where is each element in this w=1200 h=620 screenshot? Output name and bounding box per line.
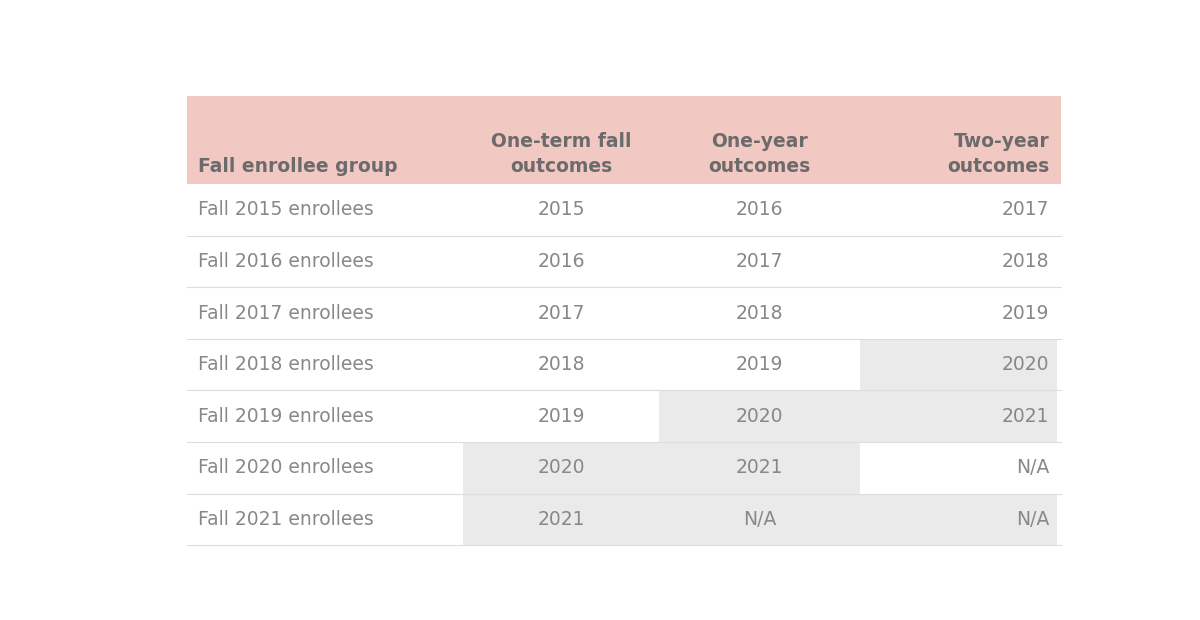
Text: Fall 2021 enrollees: Fall 2021 enrollees	[198, 510, 374, 529]
Bar	[462, 442, 659, 494]
Text: 2017: 2017	[736, 252, 784, 271]
Bar	[187, 287, 1061, 339]
Text: N/A: N/A	[1016, 510, 1050, 529]
Text: N/A: N/A	[1016, 458, 1050, 477]
Text: 2020: 2020	[1002, 355, 1050, 374]
Bar	[187, 339, 1061, 391]
Bar	[659, 494, 860, 545]
Text: N/A: N/A	[743, 510, 776, 529]
Bar	[659, 442, 860, 494]
Text: One-term fall
outcomes: One-term fall outcomes	[491, 131, 631, 175]
Text: 2018: 2018	[1002, 252, 1050, 271]
Text: Fall 2019 enrollees: Fall 2019 enrollees	[198, 407, 374, 426]
Text: Two-year
outcomes: Two-year outcomes	[947, 131, 1050, 175]
Text: Fall 2015 enrollees: Fall 2015 enrollees	[198, 200, 374, 219]
Bar	[187, 391, 1061, 442]
Text: 2019: 2019	[1002, 304, 1050, 322]
Bar	[659, 391, 860, 442]
Bar	[462, 494, 659, 545]
Text: 2019: 2019	[538, 407, 584, 426]
Bar	[187, 442, 1061, 494]
Text: 2021: 2021	[1002, 407, 1050, 426]
Bar	[187, 96, 1061, 184]
Text: 2017: 2017	[538, 304, 584, 322]
Text: 2016: 2016	[736, 200, 784, 219]
Text: One-year
outcomes: One-year outcomes	[709, 131, 811, 175]
Text: 2018: 2018	[736, 304, 784, 322]
Text: 2021: 2021	[736, 458, 784, 477]
Text: 2015: 2015	[538, 200, 584, 219]
Bar	[187, 236, 1061, 287]
Text: Fall 2018 enrollees: Fall 2018 enrollees	[198, 355, 374, 374]
Text: Fall 2017 enrollees: Fall 2017 enrollees	[198, 304, 374, 322]
Text: Fall 2016 enrollees: Fall 2016 enrollees	[198, 252, 374, 271]
Text: Fall 2020 enrollees: Fall 2020 enrollees	[198, 458, 374, 477]
Bar	[187, 494, 1061, 545]
Bar	[860, 494, 1057, 545]
Text: Fall enrollee group: Fall enrollee group	[198, 157, 398, 175]
Text: 2017: 2017	[1002, 200, 1050, 219]
Bar	[860, 391, 1057, 442]
Text: 2021: 2021	[538, 510, 584, 529]
Bar	[860, 339, 1057, 391]
Bar	[187, 184, 1061, 236]
Text: 2019: 2019	[736, 355, 784, 374]
Text: 2020: 2020	[736, 407, 784, 426]
Text: 2018: 2018	[538, 355, 584, 374]
Text: 2016: 2016	[538, 252, 584, 271]
Text: 2020: 2020	[538, 458, 584, 477]
